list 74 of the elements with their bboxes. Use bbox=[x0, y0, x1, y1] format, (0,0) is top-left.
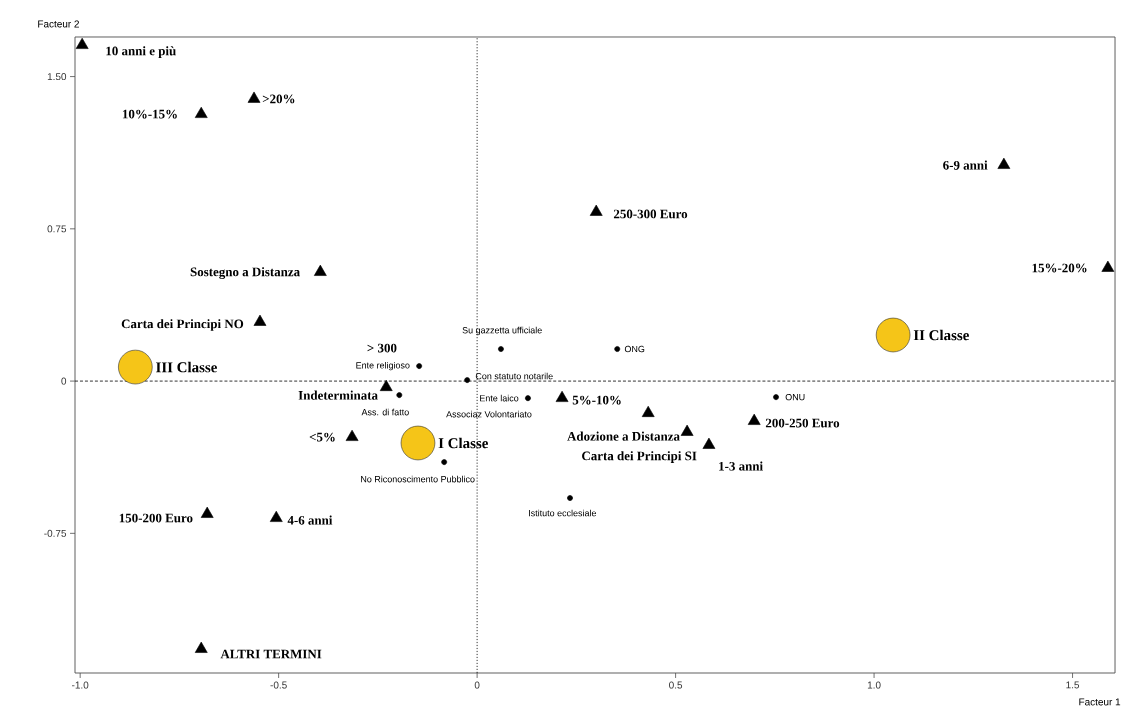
y-tick-label: 0.75 bbox=[47, 225, 67, 233]
annotation: ONG bbox=[624, 345, 645, 353]
point bbox=[641, 405, 655, 417]
point bbox=[269, 510, 283, 522]
point bbox=[567, 495, 573, 501]
annotation: Associaz Volontariato bbox=[446, 410, 532, 418]
point bbox=[400, 425, 436, 461]
point bbox=[875, 317, 911, 353]
annotation: 6-9 anni bbox=[943, 160, 988, 170]
point bbox=[680, 424, 694, 436]
x-tick-label: 0.5 bbox=[669, 681, 683, 689]
annotation: 250-300 Euro bbox=[613, 209, 688, 219]
point bbox=[194, 641, 208, 653]
point bbox=[555, 390, 569, 402]
annotation: 1-3 anni bbox=[719, 461, 763, 471]
point bbox=[997, 157, 1011, 169]
annotation: I Classe bbox=[438, 437, 488, 449]
point bbox=[118, 349, 153, 385]
annotation: > 300 bbox=[367, 343, 397, 353]
annotation: Carta dei Principi NO bbox=[121, 319, 244, 331]
point bbox=[773, 394, 779, 401]
annotation: 15%-20% bbox=[1032, 263, 1087, 273]
point bbox=[253, 314, 267, 326]
point bbox=[747, 413, 761, 425]
point bbox=[498, 346, 504, 352]
annotation: 150-200 Euro bbox=[119, 513, 193, 523]
y-tick-label: 1.50 bbox=[47, 73, 67, 81]
annotation: III Classe bbox=[156, 361, 217, 373]
point bbox=[194, 106, 208, 118]
x-tick-label: -1.0 bbox=[72, 681, 89, 689]
point bbox=[247, 91, 261, 103]
annotation: Ente religioso bbox=[356, 361, 410, 371]
point bbox=[396, 392, 403, 398]
point bbox=[441, 459, 448, 465]
annotation: Ass. di fatto bbox=[361, 408, 409, 416]
annotation: ONU bbox=[785, 393, 805, 401]
annotation: 5%-10% bbox=[572, 395, 621, 405]
x-tick-label: -0.5 bbox=[270, 681, 287, 689]
point bbox=[416, 363, 423, 369]
point bbox=[379, 379, 393, 391]
annotation: No Riconoscimento Pubblico bbox=[361, 475, 475, 483]
annotation: <5% bbox=[309, 432, 335, 442]
annotation: Adozione a Distanza bbox=[567, 431, 680, 441]
annotation: Ente laico bbox=[480, 394, 519, 402]
annotation: Carta dei Principi SI bbox=[582, 451, 697, 463]
annotation: Istituto ecclesiale bbox=[529, 509, 597, 517]
y-axis-title: Facteur 2 bbox=[38, 20, 79, 28]
point bbox=[589, 204, 603, 216]
point bbox=[345, 429, 359, 441]
point bbox=[525, 395, 531, 402]
annotation: >20% bbox=[262, 94, 295, 104]
annotation: Indeterminata bbox=[298, 390, 378, 400]
annotation: 10%-15% bbox=[122, 109, 177, 119]
annotation: 10 anni e più bbox=[106, 46, 176, 58]
y-tick-label: -0.75 bbox=[44, 529, 67, 537]
x-tick-label: 1.5 bbox=[1066, 681, 1080, 689]
point bbox=[464, 377, 471, 383]
point bbox=[75, 37, 89, 49]
y-tick-label: 0 bbox=[61, 377, 67, 385]
point bbox=[702, 437, 716, 449]
annotation: ALTRI TERMINI bbox=[220, 649, 322, 659]
annotation: 200-250 Euro bbox=[765, 418, 840, 428]
point bbox=[200, 506, 214, 518]
annotation: 4-6 anni bbox=[287, 515, 333, 525]
annotation: Con statuto notarile bbox=[475, 372, 553, 380]
x-tick-label: 1.0 bbox=[867, 681, 881, 689]
x-tick-label: 0 bbox=[474, 681, 480, 689]
annotation: Su gazzetta ufficiale bbox=[462, 326, 542, 336]
annotation: Sostegno a Distanza bbox=[190, 267, 300, 279]
point bbox=[614, 346, 621, 352]
x-axis-title: Facteur 1 bbox=[1079, 698, 1121, 706]
point bbox=[313, 264, 327, 276]
point bbox=[1101, 260, 1115, 272]
annotation: II Classe bbox=[913, 329, 969, 341]
